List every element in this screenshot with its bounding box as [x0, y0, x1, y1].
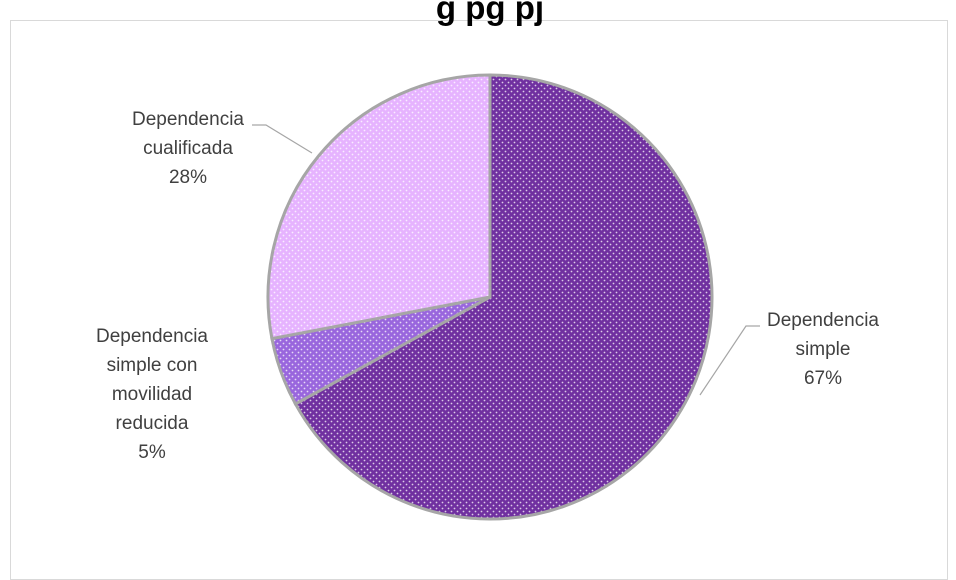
leader-line-0	[699, 325, 760, 396]
slice-label-line: reducida	[116, 413, 189, 434]
slice-label-line: 67%	[804, 368, 842, 389]
pie-slice-2	[266, 73, 492, 341]
slice-label-line: cualificada	[143, 138, 233, 159]
slice-label-0: Dependencia simple 67%	[767, 310, 879, 389]
slice-label-2: Dependencia cualificada 28%	[132, 109, 244, 188]
slice-label-1: Dependencia simple con movilidad reducida 5%	[96, 326, 208, 463]
slice-label-line: simple con	[107, 355, 198, 376]
slice-label-line: 28%	[169, 167, 207, 188]
slice-label-line: Dependencia	[96, 326, 208, 347]
slice-label-line: movilidad	[112, 384, 192, 405]
slice-label-line: Dependencia	[132, 109, 244, 130]
chart-title: g pg pj	[435, 0, 545, 26]
leader-line-2	[252, 124, 313, 154]
pie-slice-0	[293, 73, 714, 521]
slice-label-line: 5%	[138, 442, 166, 463]
slice-label-line: Dependencia	[767, 310, 879, 331]
slice-label-line: simple	[796, 339, 851, 360]
